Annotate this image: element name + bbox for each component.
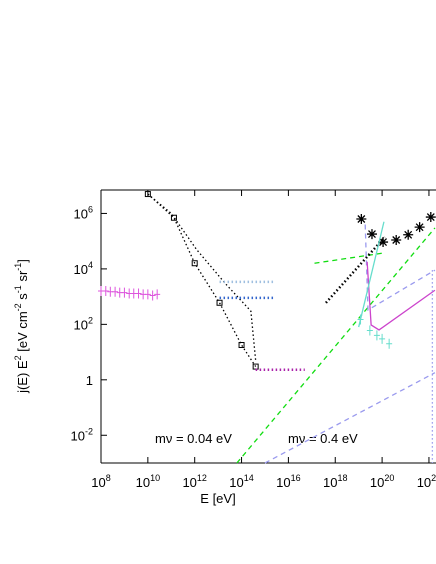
annotation: mν = 0.4 eV [288, 431, 358, 446]
y-tick-label: 1 [86, 373, 93, 388]
series-line [324, 236, 386, 304]
point [102, 285, 109, 296]
point [366, 229, 377, 240]
point [366, 325, 373, 336]
point [121, 287, 128, 298]
y-tick-label: 102​ [74, 315, 93, 332]
point [170, 214, 177, 221]
series-line [366, 261, 436, 331]
point [135, 288, 142, 299]
x-tick-label: 1020​ [370, 473, 394, 490]
point [391, 235, 402, 246]
point [238, 342, 245, 349]
y-tick-label: 104​ [74, 260, 93, 277]
x-tick-label: 1014​ [229, 473, 253, 490]
series-line [147, 193, 257, 367]
series-line [364, 224, 436, 312]
series-line [147, 193, 257, 361]
point [414, 222, 425, 233]
y-tick-label: 10-2​ [71, 426, 93, 443]
point [216, 299, 223, 306]
point [379, 333, 386, 344]
y-tick-label: 106​ [74, 204, 93, 221]
point [112, 286, 119, 297]
point [149, 290, 156, 301]
y-axis-label: j(E) E2​ [eV cm-2​ s-1​ sr-1​] [13, 259, 30, 394]
series-line [236, 227, 436, 464]
point [378, 237, 389, 248]
point [357, 314, 364, 325]
series-line [358, 221, 385, 328]
point [425, 212, 436, 223]
x-tick-label: 1010​ [136, 473, 160, 490]
point [356, 213, 367, 224]
series-line [314, 252, 385, 264]
point [144, 289, 151, 300]
series-line [264, 372, 436, 464]
x-tick-label: 1022​ [417, 473, 436, 490]
point [191, 260, 198, 267]
x-tick-label: 1016​ [276, 473, 300, 490]
point [144, 191, 151, 198]
x-axis-label: E [eV] [200, 491, 235, 506]
point [154, 289, 161, 300]
x-tick-label: 1018​ [323, 473, 347, 490]
x-tick-label: 1012​ [182, 473, 206, 490]
point [373, 330, 380, 341]
point [403, 229, 414, 240]
annotation: mν = 0.04 eV [155, 431, 232, 446]
x-tick-label: 108​ [91, 473, 110, 490]
point [386, 338, 393, 349]
